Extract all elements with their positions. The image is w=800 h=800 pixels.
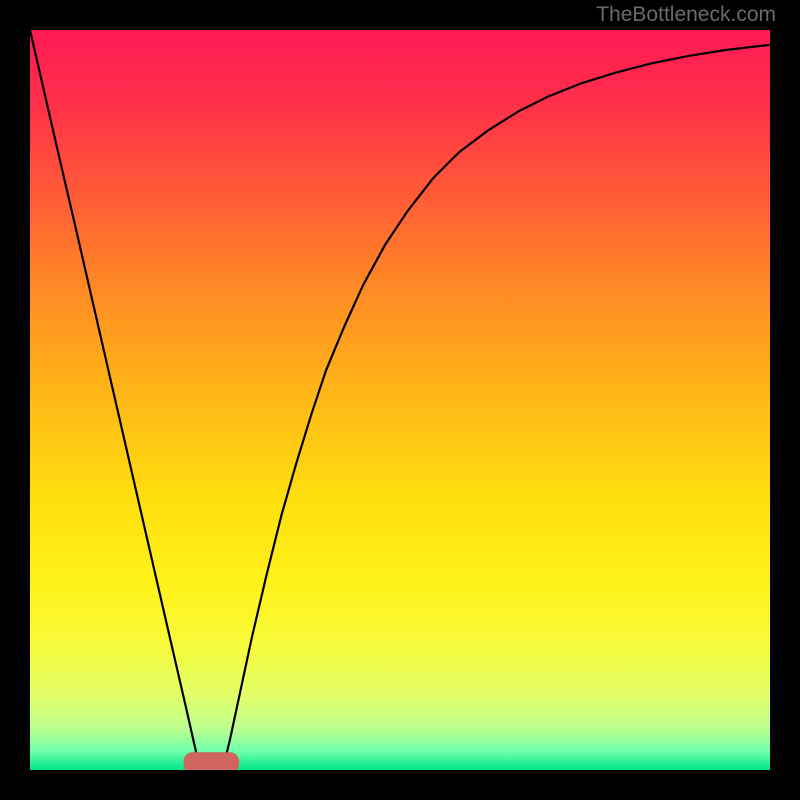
- chart-frame: TheBottleneck.com: [0, 0, 800, 800]
- plot-area: [30, 30, 770, 770]
- sweet-spot-marker: [184, 752, 240, 770]
- watermark-text: TheBottleneck.com: [596, 3, 776, 27]
- plot-svg: [30, 30, 770, 770]
- gradient-background: [30, 30, 770, 770]
